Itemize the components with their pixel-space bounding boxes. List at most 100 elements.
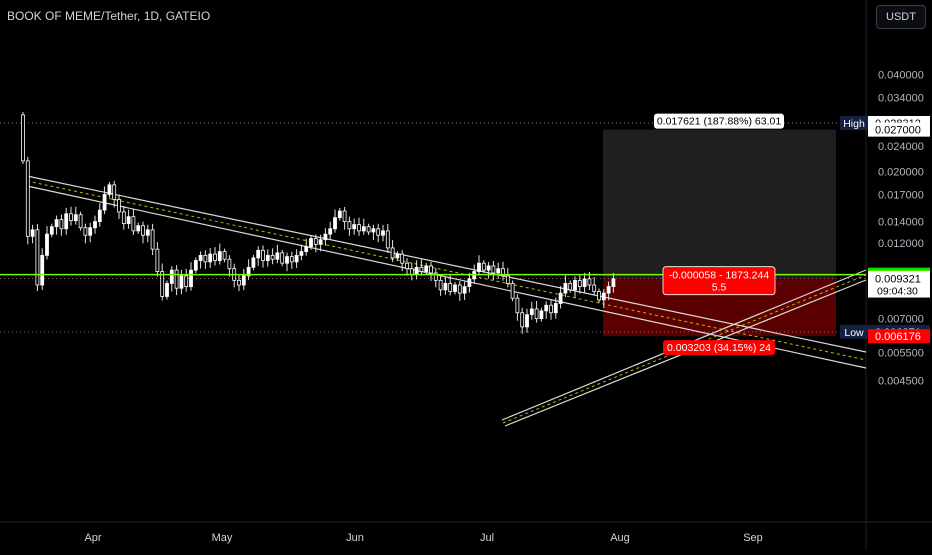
candle-body [453,284,457,292]
price-badge-value: 0.006176 [875,331,921,343]
candle-body [395,253,400,259]
candle-body [477,262,481,272]
candle-body [568,283,573,291]
candle-body [179,275,184,289]
candle-body [155,248,160,272]
candle-body [30,229,35,237]
candle-body [462,286,467,294]
candle-body [73,214,78,221]
y-tick-label: 0.014000 [878,217,924,229]
candle-body [429,265,433,274]
candle-body [217,251,222,261]
candle-body [563,283,568,294]
candle-body [93,221,97,229]
candle-body [525,314,529,328]
candle-body [126,216,131,225]
candle-body [405,262,409,270]
candle-body [520,312,525,328]
target-label: 0.017621 (187.88%) 63.01 [657,116,782,128]
candle-body [97,209,102,222]
candle-body [136,225,141,232]
entry-label-line1: -0.000058 - 1873.244 [669,270,770,282]
candle-body [443,283,448,291]
x-tick-label: Sep [743,532,763,544]
y-tick-label: 0.017000 [878,189,924,201]
candle-body [117,199,121,213]
candle-body [35,229,40,286]
candle-body [169,269,174,284]
candle-body [261,249,265,261]
candle-body [21,114,25,162]
candle-body [438,279,443,291]
candle-body [390,247,395,259]
price-badge-tag-bg [840,324,868,339]
candle-body [357,224,361,232]
candle-body [102,194,107,211]
price-badge-value: 0.027000 [875,125,921,137]
candle-body [203,254,208,263]
candle-body [289,256,294,263]
currency-button[interactable]: USDT [876,5,926,29]
candle-body [323,233,328,241]
candle-body [145,229,150,236]
target-label-box [654,113,784,129]
candle-body [558,292,563,304]
candle-body [328,228,333,235]
candle-body [165,283,169,297]
y-tick-label: 0.012000 [878,238,924,250]
y-tick-label: 0.007000 [878,314,924,326]
down-channel-lower[interactable] [26,185,867,369]
entry-label-box [662,266,776,296]
x-tick-label: Jul [480,532,494,544]
candle-body [486,265,491,271]
candle-body [381,230,385,236]
candle-body [419,266,424,272]
candle-body [553,303,558,314]
candle-body [150,229,155,250]
candle-body [222,251,227,260]
candle-body [184,275,189,287]
price-badge-bg [868,329,930,344]
x-tick-label: May [212,532,233,544]
candle-body [376,228,381,236]
candle-body [587,278,592,286]
candle-body [573,279,577,291]
candle-body [457,284,462,294]
price-badge-value: 0.009321 [875,274,921,286]
candle-body [510,283,515,299]
candle-body [337,210,342,219]
price-badge-tag: High [843,118,865,130]
candle-body [539,310,544,320]
down-channel-upper[interactable] [26,175,867,353]
candle-body [107,184,112,195]
candle-body [246,266,251,277]
down-channel-mid[interactable] [26,180,867,361]
candle-body [611,278,616,287]
profit-zone[interactable] [603,129,836,278]
candle-body [481,262,486,271]
y-tick-label: 0.005500 [878,347,924,359]
candle-body [549,304,553,314]
candle-body [49,226,54,235]
candle-body [285,256,289,264]
time-axis[interactable]: Apr May Jun Jul Aug Sep [84,532,762,544]
candle-body [467,278,472,287]
candle-body [333,217,337,230]
candle-body [198,254,203,261]
position-labels: 0.017621 (187.88%) 63.01 -0.000058 - 1873… [654,113,784,356]
candle-body [597,291,601,301]
candle-body [304,246,309,252]
candle-body [174,269,179,289]
candle-body [160,271,165,297]
candle-body [318,239,323,245]
x-tick-label: Apr [84,532,101,544]
candle-body [121,211,126,225]
candle-body [385,230,390,249]
y-tick-label: 0.020000 [878,167,924,179]
candle-body [352,224,357,230]
candle-body [256,249,261,259]
position-zones[interactable] [603,129,836,337]
candle-body [366,226,371,233]
up-channel-mid[interactable] [502,274,867,424]
